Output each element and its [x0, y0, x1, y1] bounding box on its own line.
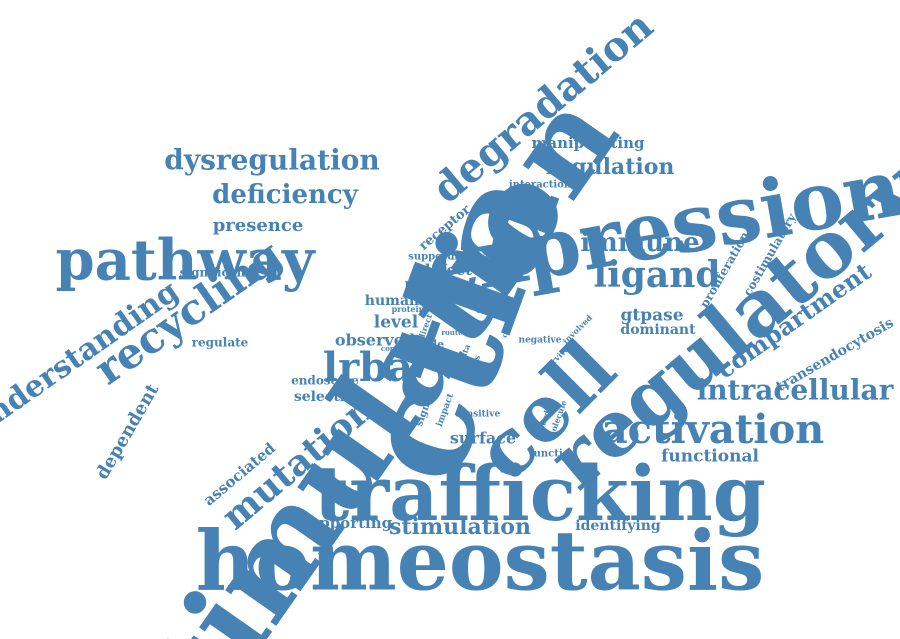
word-support: support [408, 252, 452, 263]
word-homeostasis: homeostasis [196, 513, 765, 609]
word-express: express [476, 305, 510, 315]
word-human: human [365, 293, 419, 309]
word-defect: defect [420, 261, 472, 279]
word-endosome: endosome [291, 374, 359, 388]
word-hallmark: hallmark [451, 252, 503, 263]
word-activation: activation [602, 406, 825, 453]
word-function: function [529, 449, 577, 460]
word-dysregulation: dysregulation [164, 144, 380, 177]
word-lrba: lrba [323, 344, 413, 391]
word-surface: surface [450, 429, 516, 448]
word-foxp: foxp [420, 352, 444, 363]
word-identifying: identifying [575, 518, 661, 534]
word-observed: observed [335, 331, 415, 350]
word-supporting: supporting [300, 514, 393, 532]
word-pathway: pathway [55, 228, 316, 294]
word-intracellular: intracellular [697, 374, 895, 407]
word-level: level [374, 313, 419, 333]
word-role: role [420, 338, 444, 351]
word-route: route [441, 328, 463, 337]
word-ligand: ligand [593, 254, 720, 296]
word-affect: affect [469, 296, 492, 305]
word-protein: protein [392, 304, 425, 314]
word-functional: functional [661, 447, 759, 467]
word-sensitive: sensitive [456, 410, 501, 420]
word-stimulation: stimulation [389, 514, 531, 540]
word-negative: negative [519, 336, 562, 346]
word-immune: immune [580, 228, 699, 258]
word-significance: significance [180, 266, 261, 280]
word-manipulating: manipulating [531, 134, 645, 152]
word-trafficking: trafficking [314, 449, 766, 538]
word-presence: presence [213, 215, 304, 236]
word-selective: selective [294, 389, 362, 405]
word-control: control [381, 344, 410, 353]
word-deficiency: deficiency [212, 180, 359, 210]
word-gtpase: gtpase [620, 306, 683, 326]
word-patient: patient [405, 279, 446, 290]
word-dominant: dominant [620, 322, 696, 338]
word-regulate: regulate [192, 336, 249, 350]
word-interaction: interaction [509, 180, 572, 191]
word-dependent: dependent [92, 380, 164, 483]
word-regulation: regulation [546, 154, 675, 180]
